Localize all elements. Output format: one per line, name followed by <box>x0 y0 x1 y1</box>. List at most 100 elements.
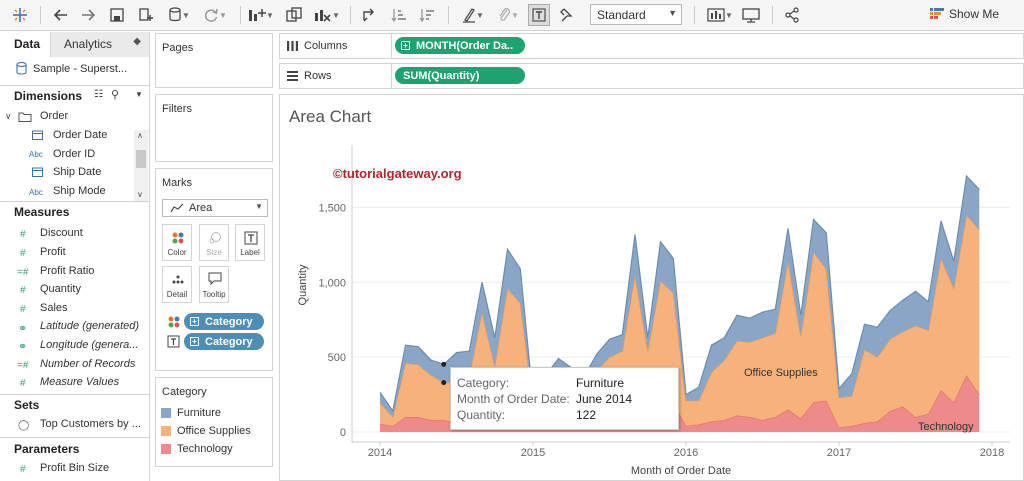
y-tick-label: 1,000 <box>318 277 346 289</box>
field-quantity[interactable]: Quantity <box>40 283 81 295</box>
legend-item-office-supplies[interactable]: Office Supplies <box>161 425 251 437</box>
label-button[interactable]: Label <box>235 224 265 261</box>
rows-shelf[interactable]: Rows SUM(Quantity) <box>279 63 1024 89</box>
label-category-pill[interactable]: + Category <box>184 333 264 350</box>
datasource-item[interactable]: Sample - Superst... <box>16 62 127 75</box>
group-icon[interactable]: ▼ <box>492 4 524 26</box>
columns-label: Columns <box>304 40 348 52</box>
field-number-of-records[interactable]: Number of Records <box>40 358 136 370</box>
undo-icon[interactable] <box>50 4 70 26</box>
measures-heading: Measures <box>14 205 70 219</box>
chevron-down-icon: ▼ <box>255 202 263 211</box>
filters-card[interactable]: Filters <box>155 94 273 162</box>
field-profit-bin-size[interactable]: Profit Bin Size <box>40 462 110 474</box>
pages-title: Pages <box>162 42 194 54</box>
tooltip-button[interactable]: Tooltip <box>199 266 229 303</box>
rows-pill[interactable]: SUM(Quantity) <box>395 67 525 84</box>
field-sales[interactable]: Sales <box>40 302 68 314</box>
swap-icon[interactable] <box>358 4 380 26</box>
filters-title: Filters <box>162 103 192 115</box>
color-label: Color <box>167 248 187 257</box>
fit-value: Standard <box>597 8 646 22</box>
globe-icon: ⚭ <box>18 341 28 353</box>
show-me-icon <box>930 8 944 19</box>
size-button[interactable]: Size <box>199 224 229 261</box>
sets-heading: Sets <box>14 398 40 412</box>
legend-item-furniture[interactable]: Furniture <box>161 407 221 419</box>
fit-dropdown[interactable]: Standard ▼ <box>590 4 682 25</box>
field-latitude[interactable]: Latitude (generated) <box>40 320 140 332</box>
view-list-icon[interactable]: ☷ <box>94 89 103 100</box>
rows-icon <box>287 71 298 81</box>
datasource-label: Sample - Superst... <box>33 62 128 75</box>
show-me-button[interactable]: Show Me <box>930 7 999 21</box>
tab-analytics-label: Analytics <box>64 37 113 51</box>
measure-icon: # <box>20 229 26 240</box>
columns-shelf-label: Columns <box>287 40 347 52</box>
columns-pill[interactable]: + MONTH(Order Da.. <box>395 37 525 54</box>
presentation-icon[interactable] <box>740 4 762 26</box>
x-tick-label: 2014 <box>368 447 392 459</box>
new-datasource-icon[interactable] <box>136 4 156 26</box>
detail-button[interactable]: Detail <box>162 266 192 303</box>
area-line-furniture <box>379 174 980 413</box>
view-cards-icon[interactable]: ▼ <box>704 4 736 26</box>
field-ship-date[interactable]: Ship Date <box>53 166 102 178</box>
fix-axes-icon[interactable] <box>556 4 576 26</box>
columns-shelf[interactable]: Columns + MONTH(Order Da.. <box>279 33 1024 59</box>
field-profit[interactable]: Profit <box>40 246 66 258</box>
worksheet-view: Area Chart 0 500 1,000 1,500 2014 2015 2016 201… <box>279 94 1024 481</box>
dimensions-scrollbar[interactable]: ∧ ∨ <box>134 130 148 202</box>
measure-icon: # <box>20 464 26 475</box>
field-discount[interactable]: Discount <box>40 227 83 239</box>
scroll-down-icon[interactable]: ∨ <box>137 190 143 199</box>
columns-icon <box>287 41 298 51</box>
dimensions-menu-icon[interactable]: ▼ <box>135 90 143 99</box>
scroll-thumb[interactable] <box>136 150 146 168</box>
detail-icon <box>172 275 184 284</box>
folder-collapse-icon[interactable]: ∨ <box>5 111 12 121</box>
sort-asc-icon[interactable] <box>388 4 410 26</box>
pages-card[interactable]: Pages <box>155 33 273 88</box>
field-longitude[interactable]: Longitude (genera... <box>40 339 139 351</box>
refresh-icon[interactable]: ▼ <box>198 4 232 26</box>
x-axis-title: Month of Order Date <box>631 465 731 477</box>
scroll-up-icon[interactable]: ∧ <box>137 131 143 140</box>
legend-item-technology[interactable]: Technology <box>161 443 233 455</box>
chevron-down-icon: ▼ <box>668 8 677 18</box>
tab-analytics[interactable]: Analytics ◆ <box>51 32 149 57</box>
pane-menu-icon[interactable]: ◆ <box>133 36 141 47</box>
hover-marker <box>441 380 447 386</box>
search-icon[interactable]: ⚲ <box>111 89 120 101</box>
tab-data[interactable]: Data <box>0 32 51 57</box>
new-worksheet-icon[interactable]: ▼ <box>246 4 276 26</box>
save-icon[interactable] <box>107 4 127 26</box>
globe-icon: ⚭ <box>18 323 28 335</box>
sort-desc-icon[interactable] <box>416 4 438 26</box>
field-order-date[interactable]: Order Date <box>53 129 108 141</box>
color-category-pill[interactable]: + Category <box>184 313 264 330</box>
share-icon[interactable] <box>781 4 803 26</box>
mark-type-dropdown[interactable]: Area ▼ <box>162 199 268 217</box>
label-icon <box>244 231 258 245</box>
y-tick-label: 1,500 <box>318 202 346 214</box>
field-ship-mode[interactable]: Ship Mode <box>53 185 106 197</box>
field-profit-ratio[interactable]: Profit Ratio <box>40 265 95 277</box>
pause-updates-icon[interactable]: ▼ <box>164 4 194 26</box>
highlight-icon[interactable]: ▼ <box>457 4 489 26</box>
show-labels-icon[interactable] <box>528 4 550 26</box>
field-order-id[interactable]: Order ID <box>53 148 96 160</box>
color-shelf-icon <box>168 316 180 328</box>
redo-icon[interactable] <box>79 4 99 26</box>
set-icon: ◯ <box>18 420 30 431</box>
area-chart[interactable]: 0 500 1,000 1,500 2014 2015 2016 2017 2018 Month … <box>280 95 1023 480</box>
tableau-logo-icon[interactable] <box>9 4 31 26</box>
field-top-customers[interactable]: Top Customers by ... <box>40 418 141 430</box>
folder-order[interactable]: Order <box>40 110 69 122</box>
color-button[interactable]: Color <box>162 224 192 261</box>
duplicate-icon[interactable] <box>283 4 305 26</box>
field-measure-values[interactable]: Measure Values <box>40 376 120 388</box>
legend-card: Category Furniture Office Supplies Techn… <box>155 377 273 467</box>
data-pane: Data Analytics ◆ Sample - Superst... Dim… <box>0 32 150 481</box>
clear-sheet-icon[interactable]: ▼ <box>311 4 343 26</box>
